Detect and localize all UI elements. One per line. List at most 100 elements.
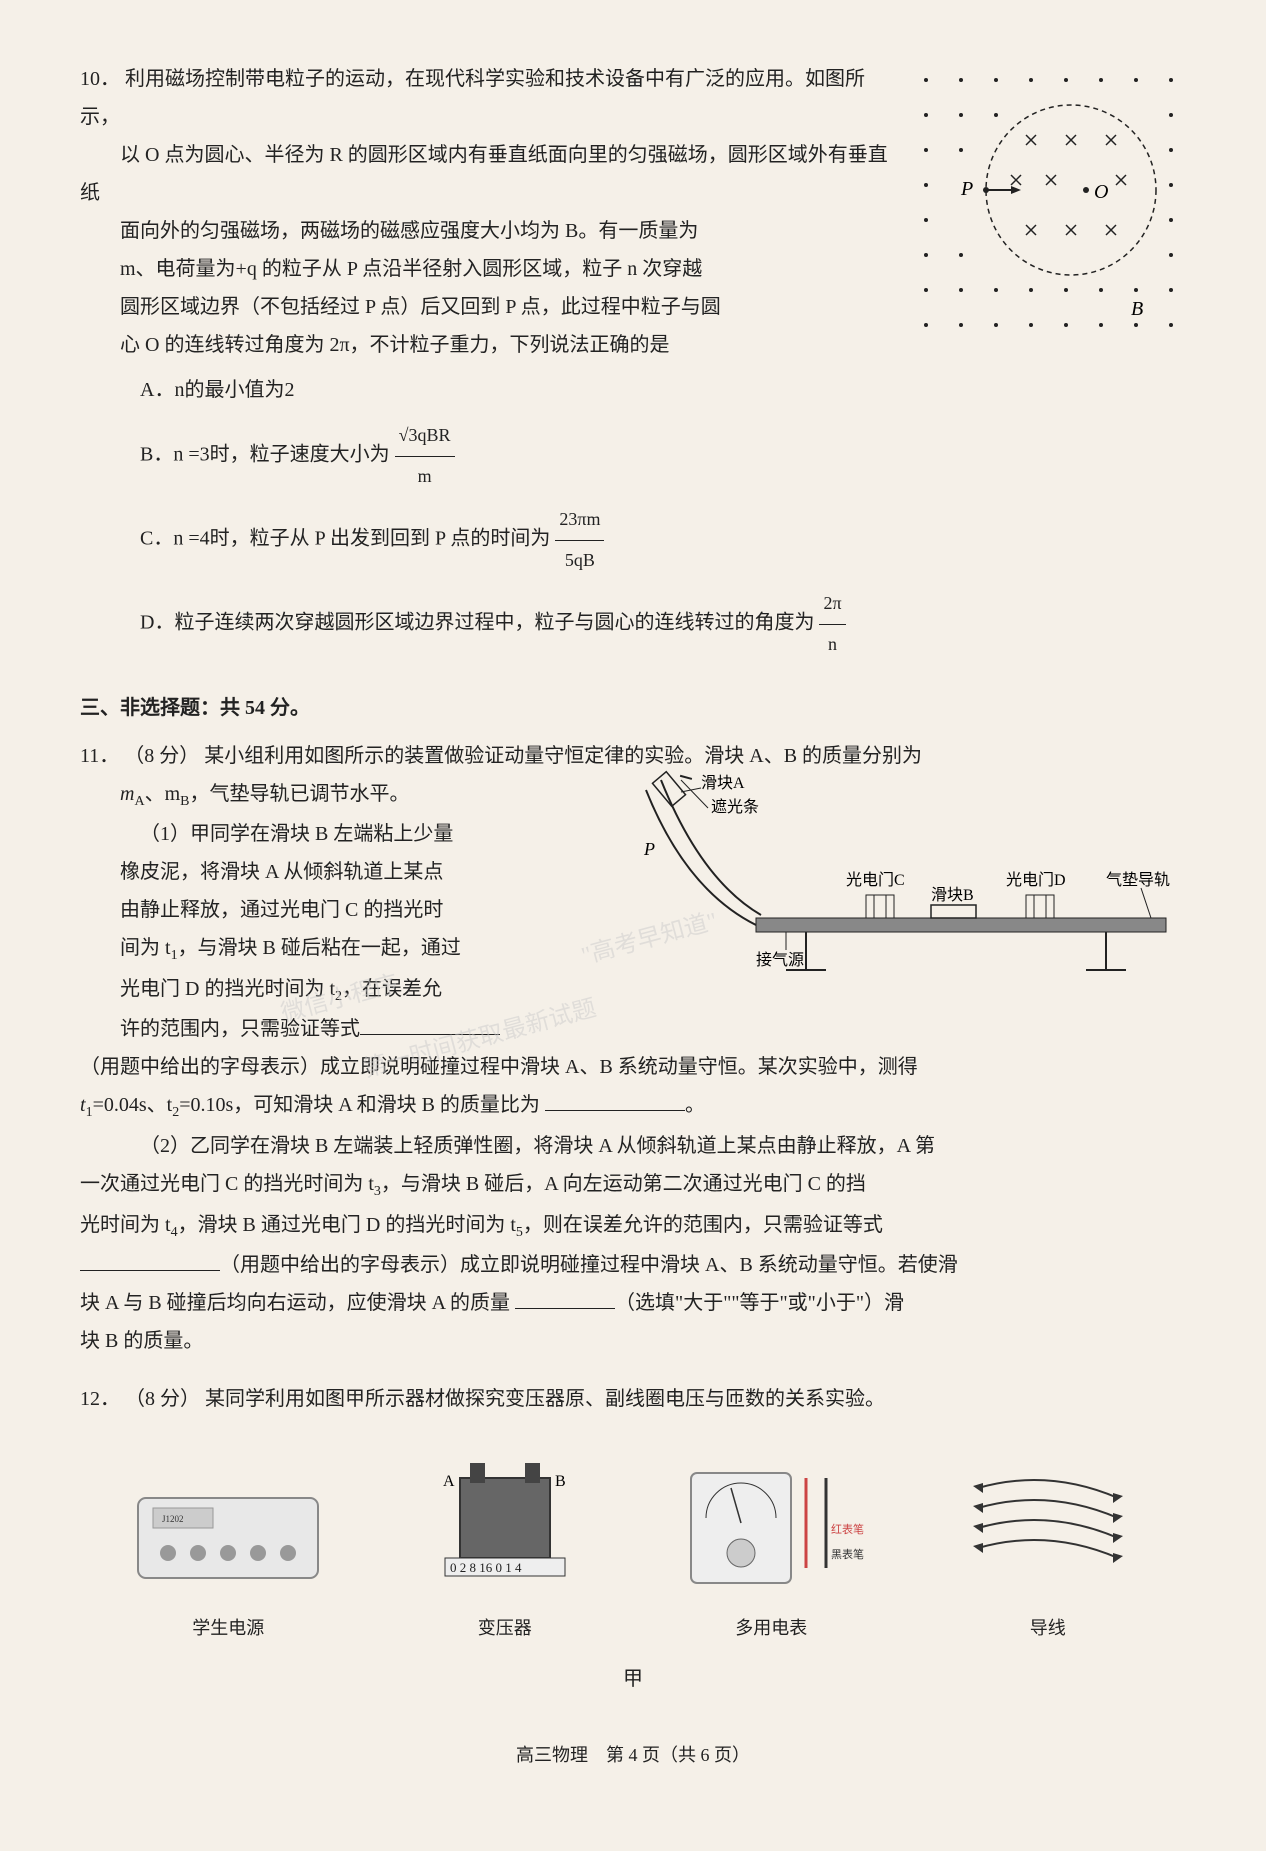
- svg-text:B: B: [555, 1473, 566, 1490]
- q11-p2-2-prefix: 一次通过光电门 C 的挡光时间为 t: [80, 1173, 374, 1195]
- q10-optB-fraction: √3qBR m: [395, 416, 455, 496]
- svg-text:J1202: J1202: [162, 1514, 184, 1524]
- q10-option-a: A．n的最小值为2: [140, 368, 1186, 412]
- label-slideB: 滑块B: [931, 886, 974, 904]
- q12-fig-label: 甲: [80, 1660, 1186, 1698]
- q11-p1-4-prefix: 间为 t: [120, 937, 171, 959]
- q11-diagram: 滑块A 遮光条 P 光电门C 滑块B 光电门D: [606, 770, 1186, 990]
- label-gateC: 光电门C: [846, 871, 905, 889]
- equip-power-supply: J1202 学生电源: [118, 1448, 338, 1645]
- q11-p1-8-mid1: =0.04s、t: [93, 1094, 173, 1116]
- equip-multimeter-label: 多用电表: [671, 1611, 871, 1645]
- q11-p1-8-mid2: =0.10s，可知滑块 A 和滑块 B 的质量比为: [179, 1094, 545, 1116]
- q11-p2-4: （用题中给出的字母表示）成立即说明碰撞过程中滑块 A、B 系统动量守恒。若使滑: [80, 1246, 1186, 1284]
- q10-optD-den: n: [819, 625, 845, 665]
- q11-p2-2-suffix: ，与滑块 B 碰后，A 向左运动第二次通过光电门 C 的挡: [381, 1173, 866, 1195]
- multimeter-icon: 红表笔 黑表笔: [671, 1448, 871, 1598]
- q11-p1-5-prefix: 光电门 D 的挡光时间为 t: [120, 978, 335, 1000]
- equip-transformer-label: 变压器: [415, 1611, 595, 1645]
- q11-p2-3-prefix: 光时间为 t: [80, 1214, 171, 1236]
- q12-equipment-row: J1202 学生电源 A B 0 2 8 16 0 1 4 变压器: [80, 1448, 1186, 1645]
- q11-track-diagram: 滑块A 遮光条 P 光电门C 滑块B 光电门D: [606, 770, 1186, 990]
- q10-diagram: P O B: [906, 60, 1186, 360]
- q11-p1-5-suffix: ，在误差允: [342, 978, 442, 1000]
- q11-p2-5-suffix: （选填"大于""等于"或"小于"）滑: [615, 1292, 904, 1314]
- label-P: P: [960, 178, 973, 200]
- q11-blank-3: [80, 1247, 220, 1271]
- q11-blank-1: [360, 1011, 500, 1035]
- q10-optD-fraction: 2π n: [819, 584, 845, 664]
- equip-multimeter: 红表笔 黑表笔 多用电表: [671, 1448, 871, 1645]
- label-airtrack: 气垫导轨: [1106, 871, 1170, 889]
- q10-field-diagram: P O B: [906, 60, 1186, 360]
- question-11: "高考早知道" 微信小程序 第一时间获取最新试题 11． （8 分） 某小组利用…: [80, 737, 1186, 1361]
- q11-p2-5: 块 A 与 B 碰撞后均向右运动，应使滑块 A 的质量 （选填"大于""等于"或…: [80, 1284, 1186, 1322]
- q10-option-c: C．n =4时，粒子从 P 出发到回到 P 点的时间为 23πm 5qB: [140, 500, 1186, 580]
- q11-p2-4-text: （用题中给出的字母表示）成立即说明碰撞过程中滑块 A、B 系统动量守恒。若使滑: [220, 1254, 958, 1276]
- q11-p2-3-suffix: ，则在误差允许的范围内，只需验证等式: [523, 1214, 883, 1236]
- section-3-title: 三、非选择题：共 54 分。: [80, 689, 1186, 727]
- equip-power-label: 学生电源: [118, 1611, 338, 1645]
- q11-p1-8: t1=0.04s、t2=0.10s，可知滑块 A 和滑块 B 的质量比为 。: [80, 1086, 1186, 1127]
- q11-mA-sub: A: [134, 794, 144, 809]
- q10-option-b: B．n =3时，粒子速度大小为 √3qBR m: [140, 416, 1186, 496]
- page-footer: 高三物理 第 4 页（共 6 页）: [80, 1738, 1186, 1772]
- q12-points: （8 分）: [125, 1388, 200, 1410]
- q10-optD-prefix: D．粒子连续两次穿越圆形区域边界过程中，粒子与圆心的连线转过的角度为: [140, 612, 819, 634]
- q10-optB-num: √3qBR: [395, 416, 455, 457]
- q11-p2-3: 光时间为 t4，滑块 B 通过光电门 D 的挡光时间为 t5，则在误差允许的范围…: [80, 1206, 1186, 1247]
- q12-stem: 某同学利用如图甲所示器材做探究变压器原、副线圈电压与匝数的关系实验。: [205, 1388, 885, 1410]
- equip-wires: 导线: [948, 1448, 1148, 1645]
- label-gateD: 光电门D: [1006, 871, 1066, 889]
- equip-wires-label: 导线: [948, 1611, 1148, 1645]
- q11-mA-m: m: [120, 783, 134, 805]
- equip-transformer: A B 0 2 8 16 0 1 4 变压器: [415, 1448, 595, 1645]
- q10-optC-prefix: C．n =4时，粒子从 P 出发到回到 P 点的时间为: [140, 528, 555, 550]
- q11-blank-2: [545, 1087, 685, 1111]
- q11-t1-sub: 1: [171, 948, 178, 963]
- q11-p1-8-suffix: 。: [685, 1094, 705, 1116]
- question-12: 12． （8 分） 某同学利用如图甲所示器材做探究变压器原、副线圈电压与匝数的关…: [80, 1380, 1186, 1698]
- q10-stem-line1: 利用磁场控制带电粒子的运动，在现代科学实验和技术设备中有广泛的应用。如图所示，: [80, 68, 865, 128]
- q11-p2-1: （2）乙同学在滑块 B 左端装上轻质弹性圈，将滑块 A 从倾斜轨道上某点由静止释…: [80, 1127, 1186, 1165]
- q10-options: A．n的最小值为2 B．n =3时，粒子速度大小为 √3qBR m C．n =4…: [140, 368, 1186, 665]
- transformer-icon: A B 0 2 8 16 0 1 4: [415, 1448, 595, 1598]
- label-P: P: [643, 839, 655, 859]
- label-O: O: [1094, 181, 1108, 203]
- q11-p2-2: 一次通过光电门 C 的挡光时间为 t3，与滑块 B 碰后，A 向左运动第二次通过…: [80, 1165, 1186, 1206]
- q11-number: 11．: [80, 745, 119, 767]
- label-airsource: 接气源: [756, 951, 804, 969]
- q10-number: 10．: [80, 68, 120, 90]
- q11-t3-sub: 3: [374, 1184, 381, 1199]
- q11-p2-5-prefix: 块 A 与 B 碰撞后均向右运动，应使滑块 A 的质量: [80, 1292, 515, 1314]
- q11-t1-sub2: 1: [86, 1105, 93, 1120]
- q11-p1-7: （用题中给出的字母表示）成立即说明碰撞过程中滑块 A、B 系统动量守恒。某次实验…: [80, 1048, 1186, 1086]
- svg-text:0 2 8 16 0 1 4: 0 2 8 16 0 1 4: [450, 1560, 522, 1575]
- q10-optB-den: m: [395, 457, 455, 497]
- label-shade: 遮光条: [711, 798, 759, 816]
- svg-text:A: A: [443, 1473, 455, 1490]
- power-supply-icon: J1202: [118, 1448, 338, 1598]
- q11-p1-6: 许的范围内，只需验证等式: [80, 1010, 1186, 1048]
- wires-icon: [948, 1448, 1148, 1598]
- q11-stem1: 某小组利用如图所示的装置做验证动量守恒定律的实验。滑块 A、B 的质量分别为: [204, 745, 922, 767]
- q11-t4-sub: 4: [171, 1225, 178, 1240]
- q11-points: （8 分）: [124, 745, 199, 767]
- q10-optB-prefix: B．n =3时，粒子速度大小为: [140, 444, 395, 466]
- q11-blank-4: [515, 1285, 615, 1309]
- svg-text:黑表笔: 黑表笔: [831, 1547, 864, 1561]
- q11-p2-3-mid: ，滑块 B 通过光电门 D 的挡光时间为 t: [178, 1214, 516, 1236]
- q10-optD-num: 2π: [819, 584, 845, 625]
- q11-stem2-mid: 、m: [145, 783, 181, 805]
- q12-number: 12．: [80, 1388, 120, 1410]
- q11-t5-sub: 5: [516, 1225, 523, 1240]
- label-slideA: 滑块A: [701, 774, 745, 792]
- q11-p1-4-suffix: ，与滑块 B 碰后粘在一起，通过: [178, 937, 461, 959]
- label-B: B: [1131, 298, 1143, 320]
- q10-optC-num: 23πm: [555, 500, 604, 541]
- q11-t2-sub: 2: [335, 989, 342, 1004]
- q11-p2-6: 块 B 的质量。: [80, 1322, 1186, 1360]
- svg-text:红表笔: 红表笔: [831, 1522, 864, 1536]
- q10-option-d: D．粒子连续两次穿越圆形区域边界过程中，粒子与圆心的连线转过的角度为 2π n: [140, 584, 1186, 664]
- q10-optC-den: 5qB: [555, 541, 604, 581]
